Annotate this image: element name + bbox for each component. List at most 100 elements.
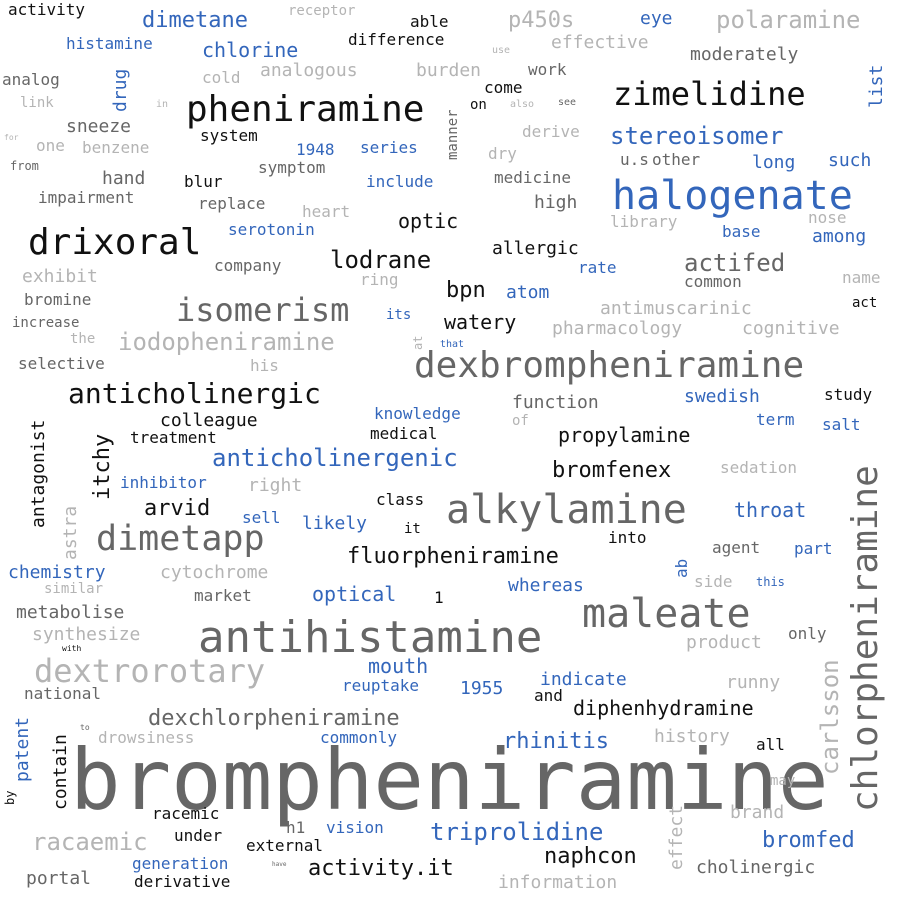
word-zimelidine: zimelidine xyxy=(613,75,806,113)
word-external: external xyxy=(246,836,324,855)
word-derivative: derivative xyxy=(134,872,231,891)
word-long: long xyxy=(752,152,796,173)
word-portal: portal xyxy=(26,868,92,889)
word-information: information xyxy=(498,872,618,893)
word-national: national xyxy=(24,684,102,703)
word-high: high xyxy=(534,192,578,213)
word-drug: drug xyxy=(110,68,131,112)
word-work: work xyxy=(528,60,567,79)
word-exhibit: exhibit xyxy=(22,266,98,287)
word-chlorine: chlorine xyxy=(202,38,299,62)
word-bromine: bromine xyxy=(24,290,92,309)
word-function: function xyxy=(512,392,599,413)
word-similar: similar xyxy=(44,581,104,597)
word-dextrorotary: dextrorotary xyxy=(34,652,266,690)
word-cholinergic: cholinergic xyxy=(696,857,816,878)
word-anticholinergenic: anticholinergenic xyxy=(212,444,458,472)
word-see: see xyxy=(558,97,577,108)
word-replace: replace xyxy=(198,194,266,213)
word-market: market xyxy=(194,586,252,605)
word-list: list xyxy=(866,64,887,108)
word-study: study xyxy=(824,385,873,404)
word-itchy: itchy xyxy=(90,433,115,500)
word-among: among xyxy=(812,226,867,247)
word-lodrane: lodrane xyxy=(330,246,432,274)
word-h1: h1 xyxy=(286,818,306,837)
word-base: base xyxy=(722,222,761,241)
word-system: system xyxy=(200,126,258,145)
word-atom: atom xyxy=(506,282,550,303)
word-eye: eye xyxy=(640,8,673,29)
word-stereoisomer: stereoisomer xyxy=(610,122,784,150)
word-dexchlorpheniramine: dexchlorpheniramine xyxy=(148,706,400,731)
word-series: series xyxy=(360,138,418,157)
word-chlorpheniramine: chlorpheniramine xyxy=(845,465,886,812)
word-and: and xyxy=(534,686,563,705)
word-have: have xyxy=(272,861,287,868)
word-link: link xyxy=(20,95,54,111)
word-colleague: colleague xyxy=(160,410,258,431)
word-the: the xyxy=(70,331,96,347)
word-racaemic: racaemic xyxy=(32,828,148,856)
word-histamine: histamine xyxy=(66,34,153,53)
word-effective: effective xyxy=(551,32,649,53)
word-sedation: sedation xyxy=(720,458,798,477)
word-carlsson: carlsson xyxy=(816,659,844,775)
word-symptom: symptom xyxy=(258,158,326,177)
word-1948: 1948 xyxy=(296,140,335,159)
word-other: other xyxy=(652,150,701,169)
word-hand: hand xyxy=(102,168,146,189)
word-arvid: arvid xyxy=(144,496,211,521)
word-rhinitis: rhinitis xyxy=(503,729,609,754)
word-optic: optic xyxy=(398,209,459,233)
word-swedish: swedish xyxy=(684,386,760,407)
word-isomerism: isomerism xyxy=(176,291,350,329)
word-under: under xyxy=(174,826,223,845)
word-serotonin: serotonin xyxy=(228,220,315,239)
word-such: such xyxy=(828,150,872,171)
word-by: by xyxy=(3,790,17,805)
word-brompheniramine: brompheniramine xyxy=(70,731,829,829)
word-product: product xyxy=(686,632,762,653)
word-difference: difference xyxy=(348,30,445,49)
word-dimetane: dimetane xyxy=(142,8,248,33)
word-blur: blur xyxy=(184,172,223,191)
word-agent: agent xyxy=(712,538,761,557)
word-propylamine: propylamine xyxy=(558,423,691,447)
word-throat: throat xyxy=(734,498,807,522)
word-astra: astra xyxy=(60,505,81,560)
word-rate: rate xyxy=(578,258,617,277)
word-at: at xyxy=(411,335,425,350)
word-derive: derive xyxy=(522,122,580,141)
word-effect: effect xyxy=(666,804,687,870)
word-contain: contain xyxy=(50,734,71,810)
word-patent: patent xyxy=(12,716,33,782)
word-cytochrome: cytochrome xyxy=(160,562,269,583)
word-drowsiness: drowsiness xyxy=(98,728,195,747)
word-antagonist: antagonist xyxy=(28,419,49,528)
word-benzene: benzene xyxy=(82,138,150,157)
word-allergic: allergic xyxy=(492,238,579,259)
word-medicine: medicine xyxy=(494,168,572,187)
word-able: able xyxy=(410,12,449,31)
word-moderately: moderately xyxy=(690,44,799,65)
word-selective: selective xyxy=(18,354,105,373)
word-maleate: maleate xyxy=(582,591,751,637)
word-burden: burden xyxy=(416,60,482,81)
word-metabolise: metabolise xyxy=(16,602,125,623)
word-library: library xyxy=(610,212,678,231)
word-into: into xyxy=(608,528,647,547)
word-watery: watery xyxy=(444,310,517,334)
word-medical: medical xyxy=(370,424,438,443)
word-to: to xyxy=(80,723,90,732)
word-knowledge: knowledge xyxy=(374,404,461,423)
word-bpn: bpn xyxy=(446,278,486,303)
word-only: only xyxy=(788,624,827,643)
word-vision: vision xyxy=(326,818,384,837)
word-heart: heart xyxy=(302,202,351,221)
word-ring: ring xyxy=(360,270,399,289)
word-side: side xyxy=(694,572,733,591)
word-with: with xyxy=(62,644,82,653)
word-pheniramine: pheniramine xyxy=(186,89,425,130)
word-on: on xyxy=(470,97,487,113)
